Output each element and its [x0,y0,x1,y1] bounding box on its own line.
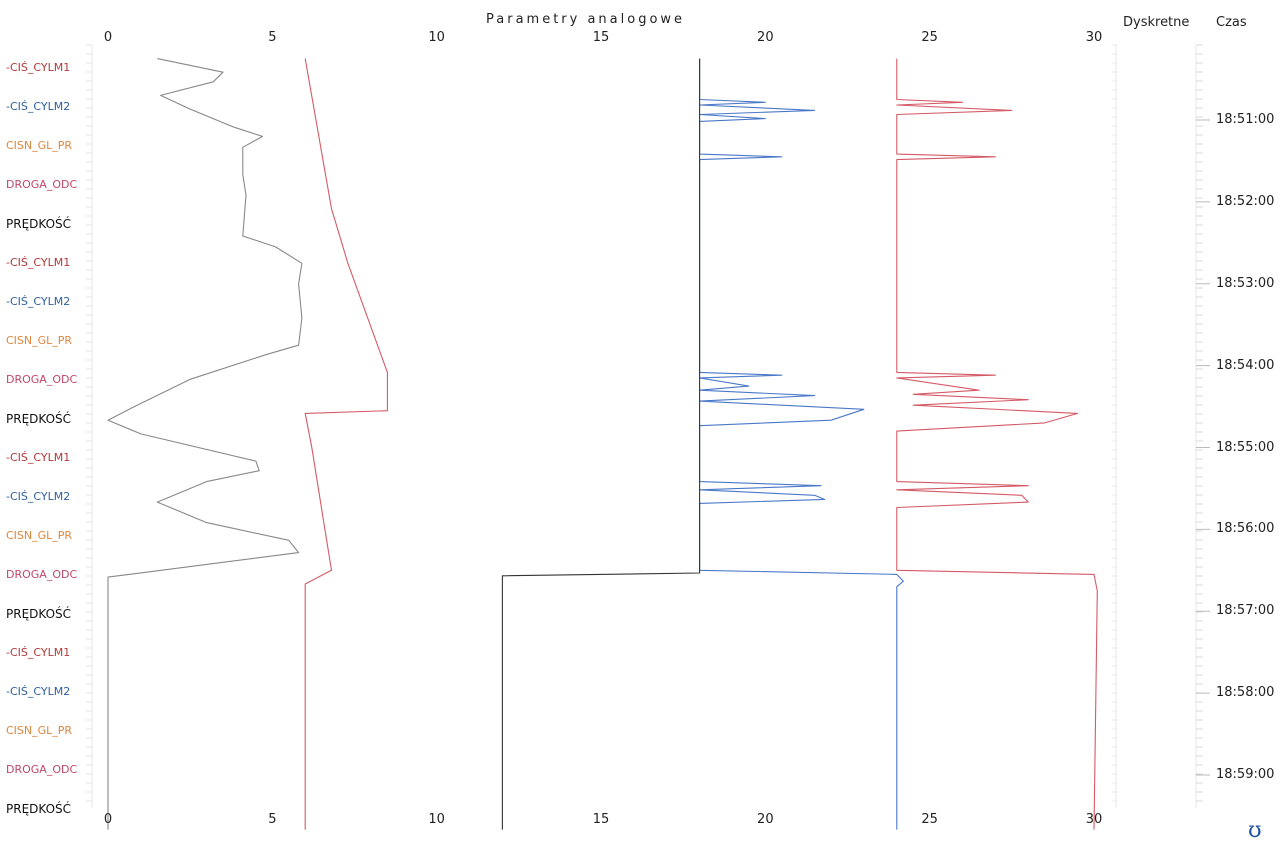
channel-label: -CIŚ_CYLM2 [6,100,71,113]
channel-label: DROGA_ODC [6,568,78,581]
channel-label: DROGA_ODC [6,178,78,191]
logo-icon: ʊ [1248,818,1262,843]
x-tick-label-top: 25 [921,30,938,45]
series-line-1 [107,58,303,830]
channel-label: -CIŚ_CYLM1 [6,256,71,269]
time-label: 18:51:00 [1216,112,1275,127]
time-label: 18:55:00 [1216,439,1275,455]
x-tick-label-bottom: 5 [268,812,277,827]
channel-label: PRĘDKOŚĆ [6,412,72,426]
series-line-5 [896,58,1098,830]
x-tick-label-bottom: 10 [428,812,445,827]
channel-label: DROGA_ODC [6,373,78,386]
time-label: 18:53:00 [1216,275,1275,291]
channel-label: -CIŚ_CYLM1 [6,451,71,464]
series-line-4 [501,58,701,830]
x-tick-label-bottom: 30 [1085,812,1103,827]
x-tick-label-top: 15 [592,30,610,45]
x-tick-label-bottom: 25 [921,812,938,827]
channel-label: -CIŚ_CYLM2 [6,490,71,503]
x-tick-label-top: 5 [268,30,277,45]
channel-label: PRĘDKOŚĆ [6,607,72,621]
channel-label: CISN_GL_PR [6,529,73,542]
time-label: 18:54:00 [1216,357,1275,373]
channel-label: PRĘDKOŚĆ [6,217,72,231]
channel-label: -CIŚ_CYLM2 [6,685,71,698]
series-line-3 [699,58,904,830]
time-column-header: Czas [1216,15,1247,30]
time-label: 18:58:00 [1216,685,1275,701]
time-label: 18:52:00 [1216,193,1275,209]
channel-label: PRĘDKOŚĆ [6,802,72,816]
channel-label: CISN_GL_PR [6,724,73,737]
channel-label: CISN_GL_PR [6,334,73,347]
time-label: 18:57:00 [1216,603,1275,619]
x-tick-label-top: 30 [1085,30,1103,45]
x-tick-label-top: 0 [103,30,113,45]
x-tick-label-top: 20 [757,30,774,45]
channel-label: -CIŚ_CYLM1 [6,61,71,74]
channel-label: DROGA_ODC [6,763,78,776]
x-tick-label-bottom: 0 [103,812,113,827]
channel-label: -CIŚ_CYLM2 [6,295,71,308]
x-tick-label-bottom: 15 [592,812,610,827]
channel-label: -CIŚ_CYLM1 [6,646,71,659]
series-line-2 [304,58,388,830]
discrete-column-header: Dyskretne [1123,15,1190,30]
time-label: 18:56:00 [1216,521,1275,537]
x-tick-label-bottom: 20 [757,812,774,827]
channel-label: CISN_GL_PR [6,139,73,152]
time-label: 18:59:00 [1216,767,1275,782]
x-tick-label-top: 10 [428,30,445,45]
chart-title: Parametry analogowe [486,12,686,27]
